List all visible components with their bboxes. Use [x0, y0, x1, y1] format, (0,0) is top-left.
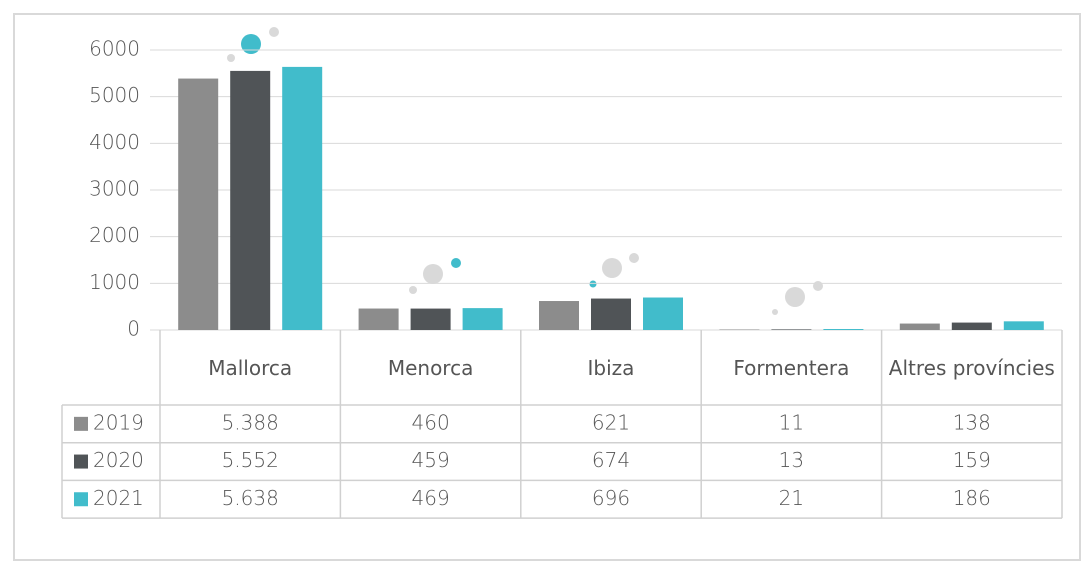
table-value: 138 [953, 410, 991, 434]
legend-swatch [74, 416, 88, 431]
table-value: 5.638 [222, 486, 279, 510]
legend-swatch [74, 454, 88, 469]
bar [282, 66, 323, 330]
bar [591, 298, 631, 330]
x-tick-label-box: Ibiza [587, 355, 635, 380]
legend-label: 2020 [93, 448, 144, 472]
y-tick-label: 3000 [89, 177, 140, 201]
table-value: 186 [953, 486, 991, 510]
x-tick-label: Menorca [387, 355, 474, 380]
bar [539, 301, 579, 330]
x-tick-label-box: Menorca [387, 355, 474, 380]
y-tick-label: 2000 [89, 223, 140, 247]
x-tick-label-box: Mallorca [208, 355, 293, 380]
legend-label: 2021 [93, 486, 144, 510]
x-tick-label-box: Altres províncies [888, 355, 1055, 380]
bar [771, 329, 812, 330]
table-value: 5.552 [222, 448, 279, 472]
y-tick-label: 5000 [89, 83, 140, 107]
bar [1003, 321, 1044, 330]
y-tick-label: 6000 [89, 37, 140, 61]
bar [230, 70, 271, 330]
table-value: 674 [592, 448, 630, 472]
x-tick-label: Formentera [733, 355, 850, 380]
table-value: 13 [779, 448, 804, 472]
y-tick-label: 1000 [89, 270, 140, 294]
y-tick-label: 0 [127, 317, 140, 341]
bar [462, 308, 503, 330]
decoration [241, 34, 597, 288]
table-value: 696 [592, 486, 630, 510]
table-value: 460 [412, 410, 450, 434]
y-tick-label: 4000 [89, 130, 140, 154]
x-tick-label: Ibiza [587, 355, 635, 380]
bar [823, 329, 864, 330]
bar [178, 78, 219, 330]
legend-swatch [74, 492, 88, 507]
table-value: 21 [779, 486, 804, 510]
table-value: 469 [412, 486, 450, 510]
bar [358, 308, 399, 330]
bar [643, 297, 683, 330]
table-value: 621 [592, 410, 630, 434]
bar [410, 308, 451, 330]
x-tick-label: Mallorca [208, 355, 293, 380]
frame [13, 13, 1081, 561]
legend-label: 2019 [93, 410, 144, 434]
table-value: 459 [412, 448, 450, 472]
table-value: 5.388 [222, 410, 279, 434]
bar [899, 323, 940, 330]
table-value: 159 [953, 448, 991, 472]
x-tick-label-box: Formentera [733, 355, 850, 380]
bar [719, 329, 760, 330]
x-tick-label: Altres províncies [888, 355, 1055, 380]
table-value: 11 [779, 410, 804, 434]
bar [951, 322, 992, 330]
